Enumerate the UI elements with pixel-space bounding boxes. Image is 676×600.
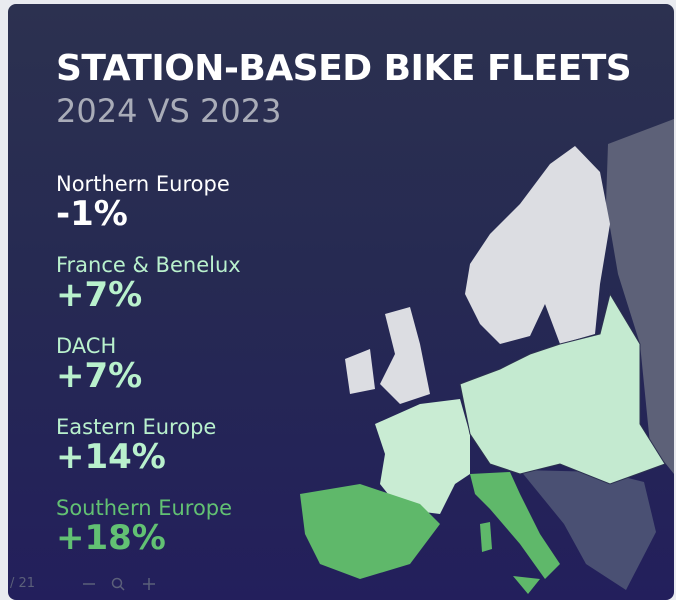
region: Northern Europe -1% — [56, 172, 230, 232]
region-name: Eastern Europe — [56, 415, 217, 439]
russia — [606, 119, 674, 474]
region: DACH +7% — [56, 334, 142, 394]
italy — [470, 472, 560, 579]
region-change: +7% — [56, 275, 143, 315]
france — [375, 399, 470, 514]
viewer-toolbar: / 21 — [10, 576, 159, 591]
balkans — [520, 470, 656, 590]
sicily — [513, 576, 540, 594]
central-eastern-europe — [459, 292, 666, 485]
region-name: Northern Europe — [56, 172, 230, 196]
subtitle: 2024 VS 2023 — [56, 92, 282, 130]
region-name: DACH — [56, 334, 117, 358]
region: France & Benelux +7% — [56, 253, 241, 313]
iberia — [300, 484, 440, 579]
region-change: +7% — [56, 356, 143, 396]
ireland — [345, 349, 375, 394]
region-change: +18% — [56, 518, 166, 558]
region-change: +14% — [56, 437, 166, 477]
sardinia — [480, 522, 492, 552]
region-change: -1% — [56, 194, 128, 234]
region-name: Southern Europe — [56, 496, 233, 520]
region: Eastern Europe +14% — [56, 415, 216, 475]
region: Southern Europe +18% — [56, 496, 232, 556]
europe-map — [300, 119, 674, 594]
scandinavia — [465, 146, 610, 344]
region-name: France & Benelux — [56, 253, 241, 277]
infographic: STATION-BASED BIKE FLEETS 2024 VS 2023 N… — [8, 4, 674, 600]
title: STATION-BASED BIKE FLEETS — [56, 48, 632, 89]
zoom-controls[interactable] — [49, 577, 159, 591]
uk — [380, 307, 430, 404]
page-count: / 21 — [10, 576, 36, 591]
